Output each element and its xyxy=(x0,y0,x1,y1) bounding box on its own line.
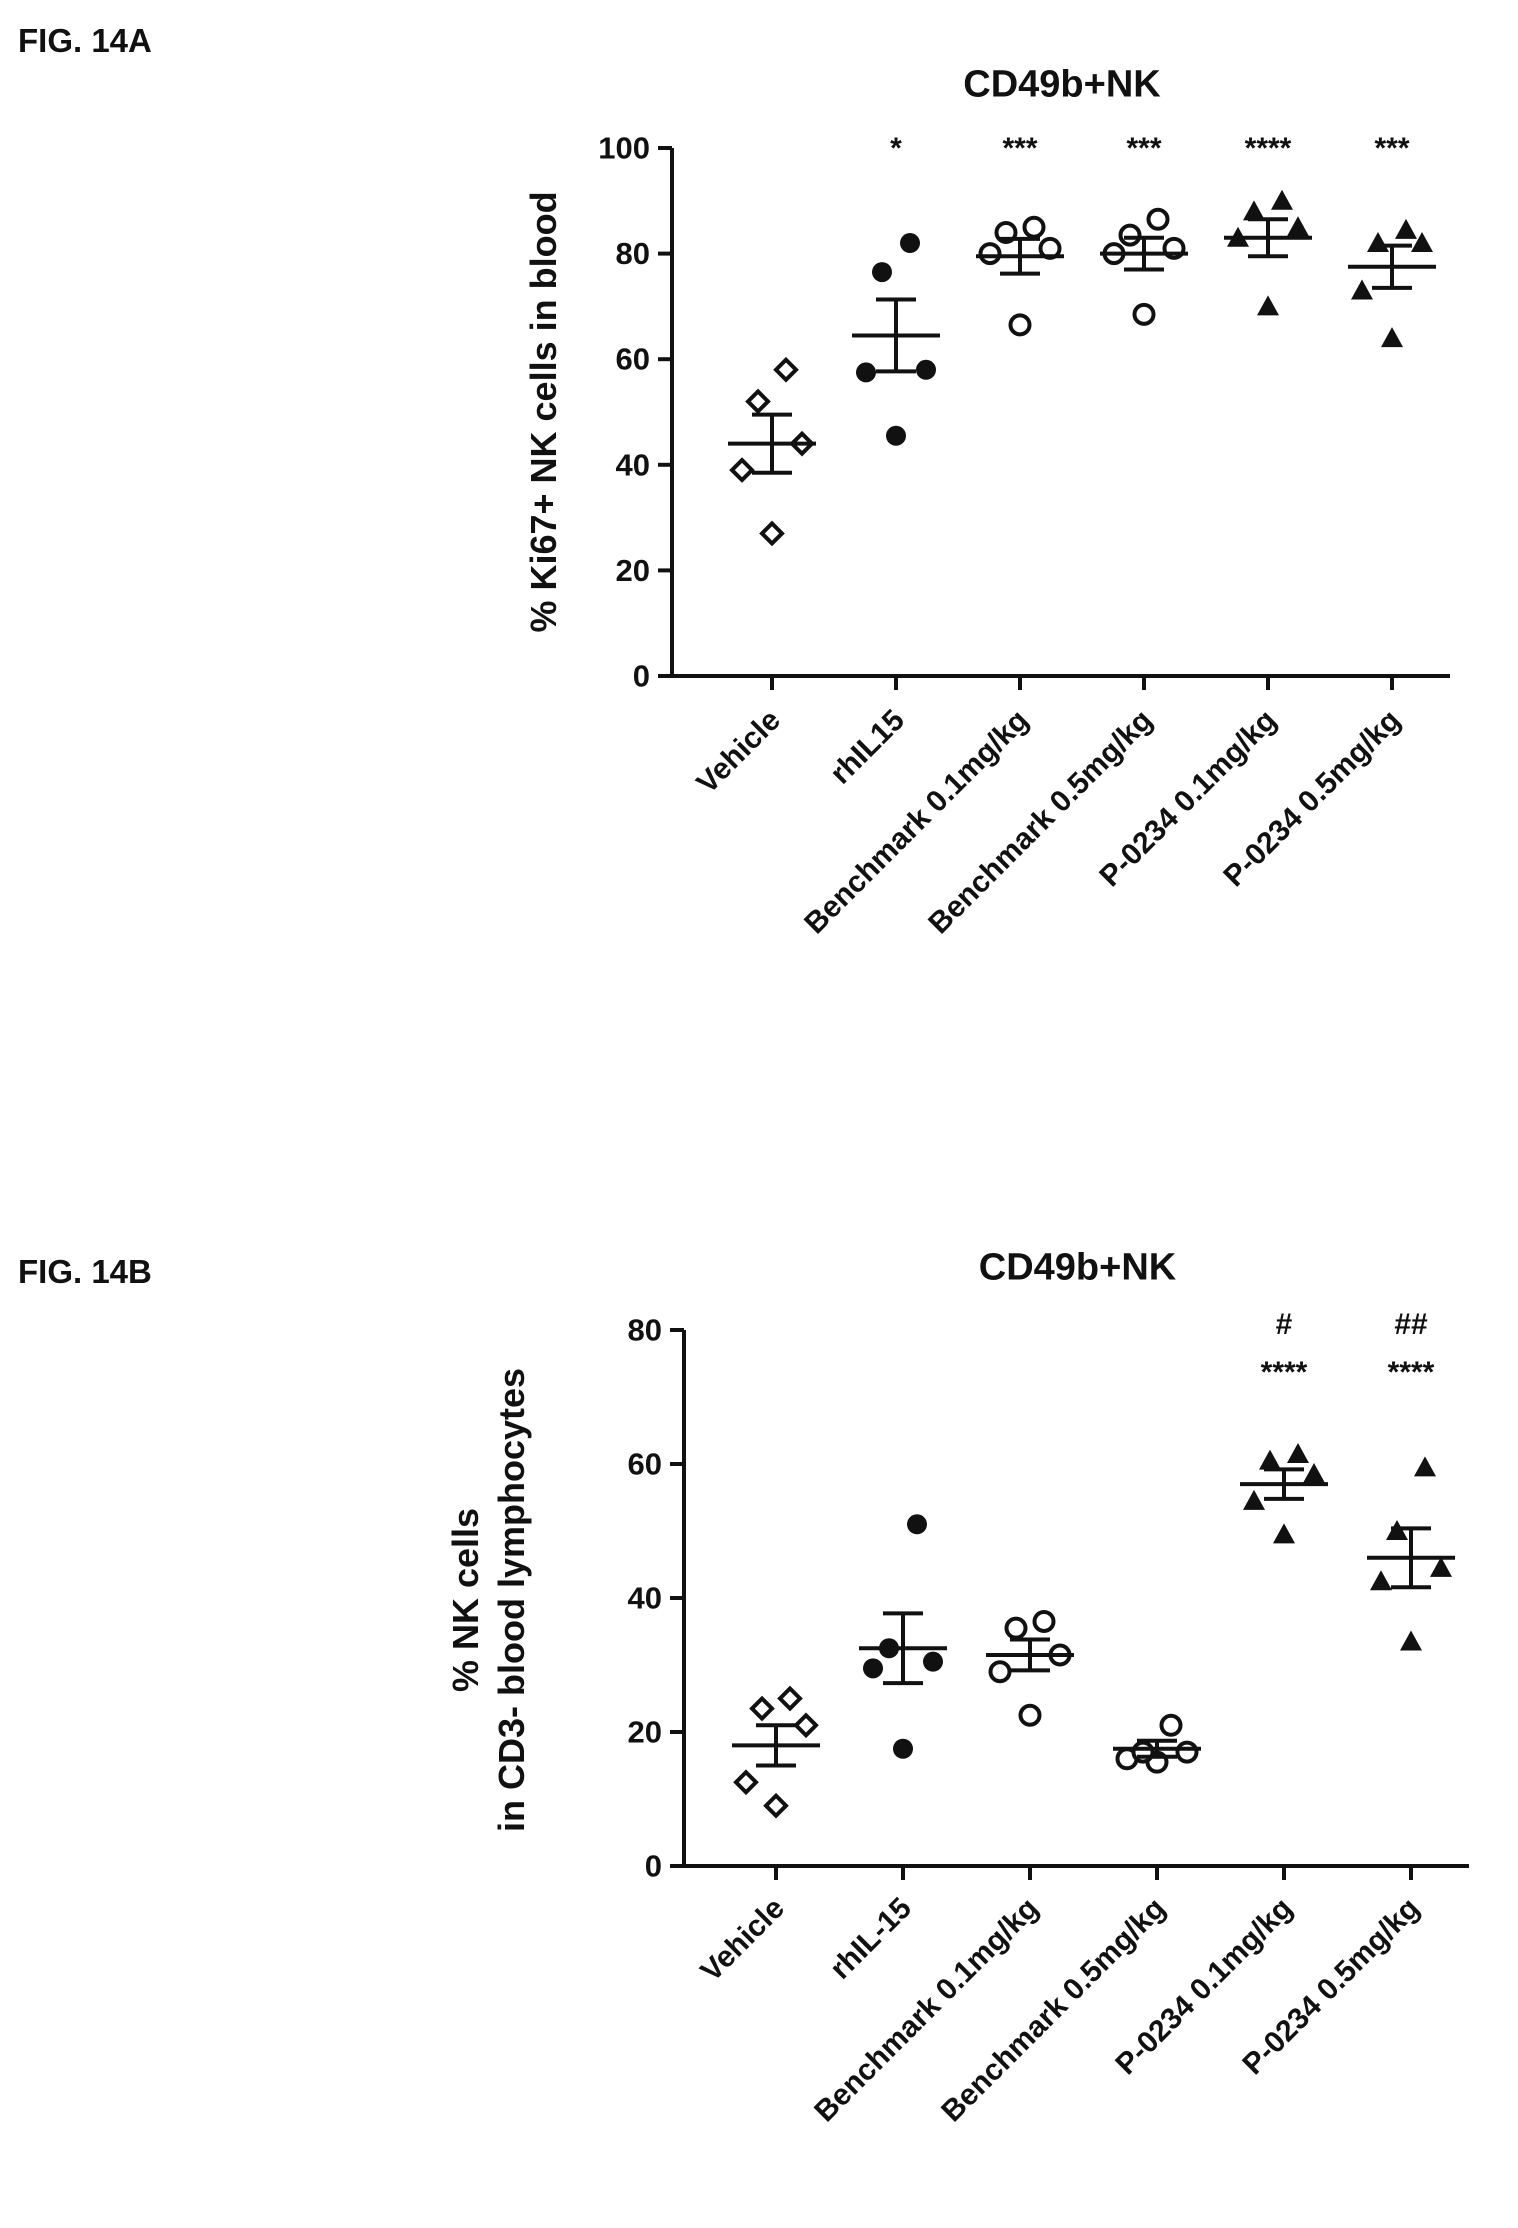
data-point xyxy=(773,356,799,383)
data-point xyxy=(1430,1556,1452,1577)
data-point xyxy=(1400,1630,1422,1651)
y-tick-label: 40 xyxy=(628,1581,662,1616)
data-point xyxy=(1271,189,1293,210)
chart-1: CD49b+NK 0 20 40 60 80 % NK cells in CD3- blood… xyxy=(445,1246,1469,2128)
data-point xyxy=(759,520,785,547)
data-point xyxy=(749,1695,775,1722)
y-tick-label: 20 xyxy=(628,1715,662,1750)
data-point xyxy=(1008,313,1032,337)
chart-title: CD49b+NK xyxy=(979,1246,1177,1288)
data-point xyxy=(1132,302,1156,326)
data-point xyxy=(907,1514,927,1535)
y-tick-label: 60 xyxy=(616,342,650,377)
significance-label: *** xyxy=(1126,132,1161,165)
significance-label: **** xyxy=(1261,1356,1308,1389)
data-point xyxy=(1243,1489,1265,1510)
x-tick-label: Benchmark 0.1mg/kg xyxy=(808,1892,1045,2129)
y-tick-label: 80 xyxy=(616,236,650,271)
y-axis-label: % Ki67+ NK cells in blood xyxy=(523,191,564,632)
data-point xyxy=(1303,1463,1325,1484)
x-tick-label: rhIL15 xyxy=(824,704,911,791)
data-point xyxy=(1243,200,1265,221)
data-point xyxy=(1175,1740,1199,1764)
data-point xyxy=(1004,1616,1028,1640)
x-tick-label: Vehicle xyxy=(694,1892,790,1988)
data-point xyxy=(1146,207,1170,231)
data-point xyxy=(733,1769,759,1796)
data-point xyxy=(1287,1442,1309,1463)
data-point xyxy=(886,425,906,446)
data-point xyxy=(1022,215,1046,239)
data-point xyxy=(1351,279,1373,300)
data-point xyxy=(1414,1456,1436,1477)
y-tick-label: 0 xyxy=(645,1849,662,1884)
data-point xyxy=(1032,1609,1056,1633)
chart-title: CD49b+NK xyxy=(963,63,1161,105)
data-point xyxy=(900,233,920,254)
data-point xyxy=(872,262,892,283)
data-point xyxy=(1118,223,1142,247)
data-point xyxy=(923,1651,943,1672)
data-point xyxy=(777,1685,803,1712)
data-point xyxy=(916,359,936,380)
data-point xyxy=(988,1660,1012,1684)
data-point xyxy=(763,1792,789,1819)
data-point xyxy=(863,1658,883,1679)
chart-0: CD49b+NK 0 20 40 60 80 100 % Ki67+ NK cells in … xyxy=(523,63,1450,940)
data-point xyxy=(1395,218,1417,239)
y-axis-label-line: in CD3- blood lymphocytes xyxy=(491,1368,532,1832)
y-tick-label: 20 xyxy=(616,553,650,588)
x-tick-label: rhIL-15 xyxy=(824,1892,918,1986)
data-point xyxy=(1159,1713,1183,1737)
data-point xyxy=(1370,1570,1392,1591)
y-axis-label-line: % NK cells xyxy=(445,1508,486,1692)
y-tick-label: 60 xyxy=(628,1447,662,1482)
significance-label: ## xyxy=(1394,1308,1428,1341)
significance-label: **** xyxy=(1245,132,1292,165)
x-tick-label: Benchmark 0.5mg/kg xyxy=(935,1892,1172,2129)
data-point xyxy=(1273,1523,1295,1544)
y-tick-label: 40 xyxy=(616,447,650,482)
data-point xyxy=(729,457,755,483)
data-point xyxy=(793,1712,819,1739)
y-axis-label: % NK cells in CD3- blood lymphocytes xyxy=(445,1368,532,1832)
significance-label: *** xyxy=(1002,132,1037,165)
y-tick-label: 0 xyxy=(633,659,650,694)
data-point xyxy=(1287,216,1309,237)
data-point xyxy=(1259,1449,1281,1470)
figure-label-b: FIG. 14B xyxy=(18,1253,152,1290)
significance-label: **** xyxy=(1388,1356,1435,1389)
y-axis-label-line: % Ki67+ NK cells in blood xyxy=(523,191,564,632)
data-point xyxy=(1381,327,1403,348)
significance-label: *** xyxy=(1374,132,1409,165)
y-tick-label: 80 xyxy=(628,1313,662,1348)
data-point xyxy=(745,388,771,415)
x-tick-label: Benchmark 0.5mg/kg xyxy=(922,704,1159,941)
significance-label: # xyxy=(1276,1308,1293,1341)
significance-label: * xyxy=(890,132,902,165)
data-point xyxy=(856,362,876,383)
data-point xyxy=(1411,232,1433,253)
x-tick-label: Benchmark 0.1mg/kg xyxy=(798,704,1035,941)
figure-label-a: FIG. 14A xyxy=(18,22,152,59)
data-point xyxy=(978,242,1002,266)
y-tick-label: 100 xyxy=(598,131,650,166)
data-point xyxy=(1367,232,1389,253)
x-tick-label: Vehicle xyxy=(690,704,786,800)
data-point xyxy=(893,1738,913,1759)
data-point xyxy=(1018,1703,1042,1727)
data-point xyxy=(1257,295,1279,316)
